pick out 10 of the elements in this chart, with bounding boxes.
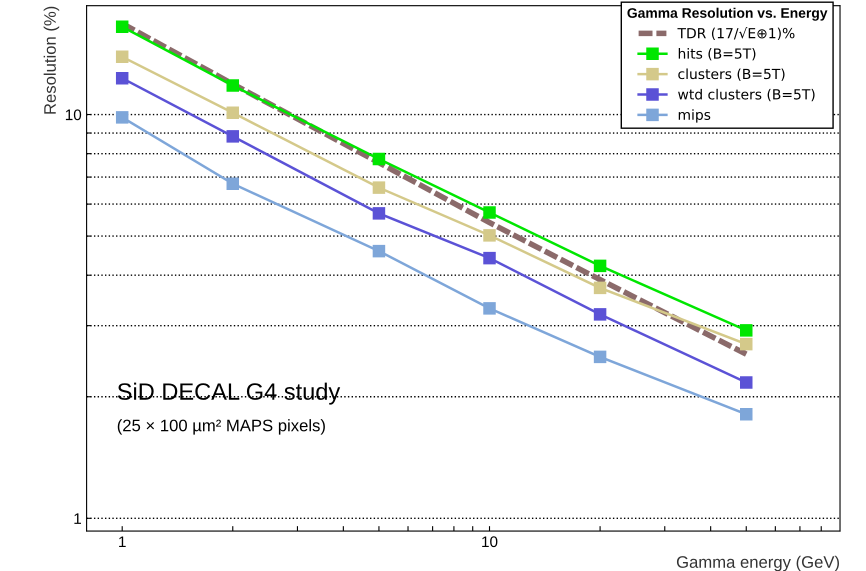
legend-label: wtd clusters (B=5T) xyxy=(678,88,815,102)
x-axis-title: Gamma energy (GeV) xyxy=(676,556,839,571)
annotation: (25 × 100 µm² MAPS pixels) xyxy=(118,419,325,435)
annotation: SiD DECAL G4 study xyxy=(118,382,340,405)
y-axis-title: Resolution (%) xyxy=(44,6,60,114)
legend-label: TDR (17/√E⊕1)% xyxy=(677,26,794,40)
legend-label: clusters (B=5T) xyxy=(678,68,785,81)
legend-label: hits (B=5T) xyxy=(678,48,756,60)
legend-label: mips xyxy=(678,109,710,123)
legend-title: Gamma Resolution vs. Energy xyxy=(627,8,828,21)
